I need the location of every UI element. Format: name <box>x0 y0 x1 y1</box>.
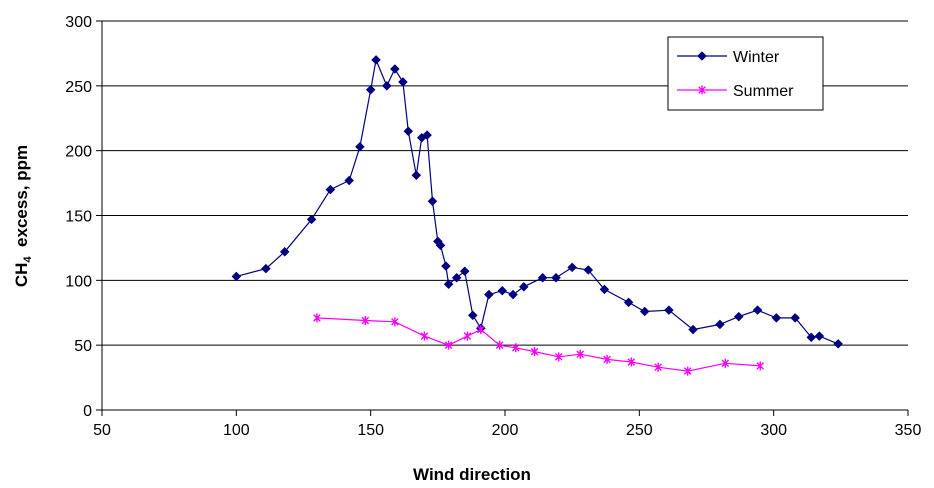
data-point-summer-10 <box>554 352 563 362</box>
data-point-winter-1 <box>261 263 271 274</box>
data-point-summer-17 <box>756 361 765 371</box>
x-axis: 50 100 150 200 250 300 350 <box>93 409 922 439</box>
data-point-winter-5 <box>344 175 355 186</box>
data-point-winter-31 <box>567 262 578 273</box>
data-point-winter-12 <box>403 126 414 137</box>
data-point-winter-18 <box>435 240 446 251</box>
data-point-winter-32 <box>583 265 594 275</box>
data-point-winter-29 <box>537 272 548 283</box>
legend-label-summer: Summer <box>733 83 794 100</box>
data-point-winter-8 <box>371 55 381 65</box>
legend-label-winter: Winter <box>733 49 780 66</box>
data-point-winter-28 <box>518 281 529 292</box>
y-tick-label-0: 0 <box>83 403 92 420</box>
x-tick-label-5: 300 <box>760 422 787 439</box>
legend-marker-winter <box>697 51 707 61</box>
data-point-winter-30 <box>551 272 561 283</box>
data-point-winter-41 <box>771 313 782 323</box>
data-point-winter-33 <box>599 284 610 295</box>
data-point-summer-11 <box>576 349 585 359</box>
data-point-winter-11 <box>398 77 408 87</box>
x-tick-label-2: 150 <box>357 422 384 439</box>
y-axis: 0 50 100 150 200 250 300 <box>65 14 103 420</box>
y-tick-label-6: 300 <box>65 14 92 31</box>
data-point-summer-7 <box>495 340 504 350</box>
data-point-summer-13 <box>627 357 636 367</box>
y-tick-label-1: 50 <box>74 338 92 355</box>
y-axis-title-subscript: 4 <box>22 256 34 263</box>
data-point-summer-5 <box>463 331 472 341</box>
y-tick-label-4: 200 <box>65 144 92 161</box>
y-tick-label-2: 100 <box>65 273 92 290</box>
series-line-winter <box>236 57 839 345</box>
data-point-winter-42 <box>790 313 801 323</box>
legend-marker-symbol-summer <box>698 85 706 95</box>
y-axis-title: CH4 excess, ppm <box>12 145 34 287</box>
data-point-winter-0 <box>231 271 242 282</box>
data-point-winter-44 <box>814 331 825 341</box>
data-point-summer-9 <box>530 347 539 357</box>
data-point-summer-3 <box>420 331 429 341</box>
legend-marker-summer <box>698 85 706 95</box>
x-axis-title: Wind direction <box>413 465 531 484</box>
data-point-summer-12 <box>603 354 611 364</box>
data-point-winter-43 <box>806 332 817 343</box>
data-point-summer-4 <box>444 340 453 350</box>
x-tick-label-3: 200 <box>492 422 519 439</box>
legend-marker-symbol-winter <box>697 51 707 61</box>
data-point-winter-7 <box>365 84 376 95</box>
data-point-winter-45 <box>833 339 844 349</box>
data-point-winter-4 <box>325 184 336 195</box>
series-winter <box>231 55 844 349</box>
data-point-winter-3 <box>306 214 317 225</box>
y-tick-label-5: 250 <box>65 79 92 96</box>
data-point-summer-16 <box>721 358 730 368</box>
data-point-summer-6 <box>477 325 485 335</box>
data-point-winter-27 <box>508 289 518 300</box>
y-axis-title-rest: excess, ppm <box>12 145 31 257</box>
data-point-summer-1 <box>361 316 370 326</box>
data-point-winter-37 <box>688 324 698 335</box>
data-point-winter-10 <box>389 64 400 74</box>
data-point-summer-14 <box>654 362 662 372</box>
data-point-winter-40 <box>752 305 763 316</box>
data-point-winter-16 <box>427 196 438 207</box>
data-point-winter-20 <box>443 279 454 290</box>
data-point-winter-39 <box>733 311 744 322</box>
x-tick-label-6: 350 <box>895 422 922 439</box>
data-point-summer-0 <box>313 313 321 323</box>
y-axis-title-main: CH <box>12 263 31 288</box>
legend-box <box>667 36 824 111</box>
data-point-winter-9 <box>381 80 392 91</box>
data-point-winter-22 <box>459 266 470 277</box>
data-point-winter-25 <box>484 289 494 300</box>
data-point-winter-6 <box>355 141 365 152</box>
data-point-winter-2 <box>279 246 290 257</box>
data-point-summer-8 <box>511 343 520 353</box>
data-point-winter-15 <box>422 130 432 140</box>
data-point-winter-13 <box>411 170 422 181</box>
data-point-winter-35 <box>639 306 650 317</box>
series-summer <box>313 313 765 376</box>
data-point-winter-26 <box>497 285 508 296</box>
series-line-summer <box>316 317 761 372</box>
data-point-winter-34 <box>623 297 634 308</box>
x-tick-label-1: 100 <box>223 422 250 439</box>
data-point-winter-21 <box>451 272 462 283</box>
data-point-winter-23 <box>467 310 478 321</box>
y-tick-label-3: 150 <box>65 209 92 226</box>
data-point-winter-36 <box>664 305 674 316</box>
x-tick-label-4: 250 <box>626 422 653 439</box>
data-point-summer-2 <box>391 317 399 327</box>
plot-series <box>231 55 844 376</box>
x-tick-label-0: 50 <box>93 422 111 439</box>
data-point-winter-38 <box>715 319 725 330</box>
data-point-summer-15 <box>683 366 692 376</box>
legend: Winter Summer <box>667 36 824 111</box>
data-point-winter-19 <box>441 261 451 271</box>
